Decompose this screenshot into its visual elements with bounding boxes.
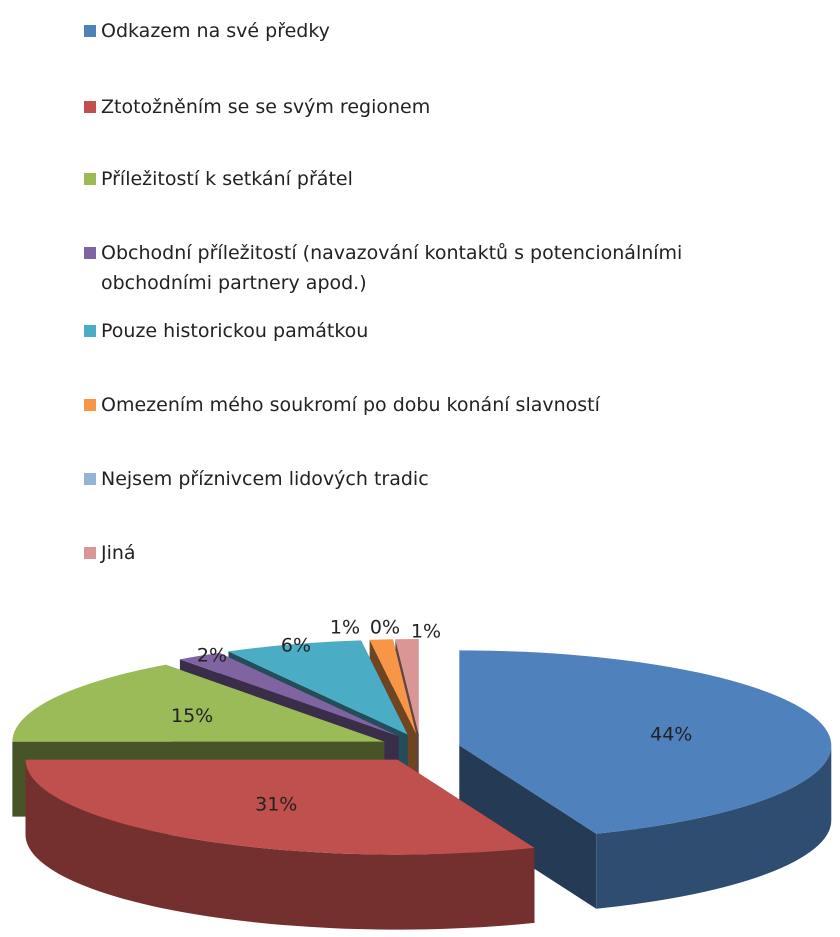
legend-label: Příležitostí k setkání přátel	[101, 168, 353, 190]
data-label: 2%	[197, 645, 227, 667]
data-label: 6%	[281, 635, 311, 657]
slice	[369, 639, 417, 735]
legend-swatch	[84, 547, 96, 559]
slice-side	[25, 759, 535, 930]
data-label: 1%	[330, 617, 360, 639]
legend-swatch	[84, 247, 96, 259]
legend-item: Omezením mého soukromí po dobu konání sl…	[84, 390, 724, 420]
legend-label: Jiná	[101, 542, 136, 564]
slice	[179, 652, 399, 737]
legend-label: Nejsem příznivcem lidových tradic	[101, 468, 429, 490]
slice	[12, 664, 385, 742]
legend-item: Odkazem na své předky	[84, 16, 724, 46]
slice	[228, 640, 408, 735]
data-label: 0%	[370, 617, 400, 639]
legend-item: Pouze historickou památkou	[84, 316, 724, 346]
legend-item: Jiná	[84, 538, 724, 568]
slice-wall	[459, 745, 597, 909]
data-label: 44%	[650, 724, 692, 746]
data-label: 31%	[255, 794, 297, 816]
data-label: 1%	[411, 621, 441, 643]
slice	[25, 759, 535, 855]
legend-label: Ztotožněním se se svým regionem	[101, 96, 431, 118]
legend-label: Omezením mého soukromí po dobu konání sl…	[101, 394, 600, 416]
slice	[459, 650, 832, 834]
legend-label: Obchodní příležitostí (navazování kontak…	[101, 242, 683, 294]
legend-swatch	[84, 399, 96, 411]
legend-item: Nejsem příznivcem lidových tradic	[84, 464, 724, 494]
data-label: 15%	[171, 705, 213, 727]
legend-label: Odkazem na své předky	[101, 20, 330, 42]
legend-label: Pouze historickou památkou	[101, 320, 369, 342]
slice	[395, 639, 419, 735]
legend-swatch	[84, 101, 96, 113]
legend-item: Obchodní příležitostí (navazování kontak…	[84, 238, 724, 298]
legend-swatch	[84, 173, 96, 185]
legend-item: Příležitostí k setkání přátel	[84, 164, 724, 194]
legend-swatch	[84, 25, 96, 37]
slice-side	[596, 745, 832, 909]
legend-swatch	[84, 473, 96, 485]
legend-item: Ztotožněním se se svým regionem	[84, 92, 724, 122]
legend-swatch	[84, 325, 96, 337]
